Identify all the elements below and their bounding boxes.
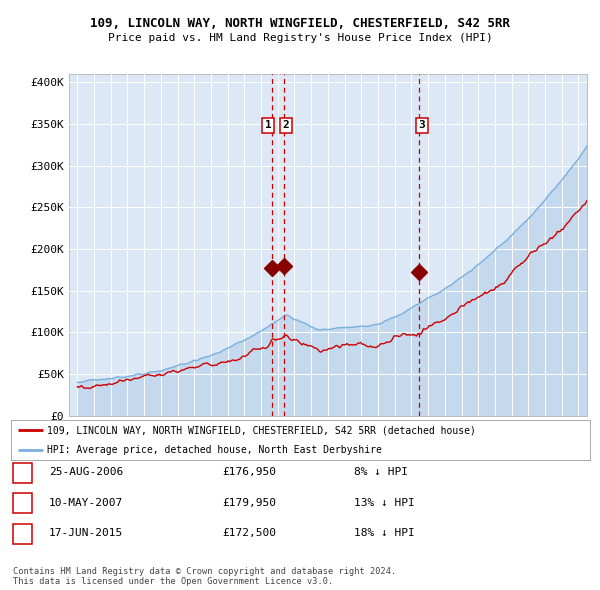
Text: 109, LINCOLN WAY, NORTH WINGFIELD, CHESTERFIELD, S42 5RR (detached house): 109, LINCOLN WAY, NORTH WINGFIELD, CHEST… xyxy=(47,425,476,435)
Text: 2: 2 xyxy=(283,120,289,130)
Text: Contains HM Land Registry data © Crown copyright and database right 2024.
This d: Contains HM Land Registry data © Crown c… xyxy=(13,567,397,586)
Text: £176,950: £176,950 xyxy=(222,467,276,477)
Text: 25-AUG-2006: 25-AUG-2006 xyxy=(49,467,124,477)
Text: £172,500: £172,500 xyxy=(222,529,276,538)
Text: HPI: Average price, detached house, North East Derbyshire: HPI: Average price, detached house, Nort… xyxy=(47,445,382,455)
Text: 1: 1 xyxy=(265,120,272,130)
Text: 3: 3 xyxy=(419,120,425,130)
Text: 8% ↓ HPI: 8% ↓ HPI xyxy=(354,467,408,477)
Text: 1: 1 xyxy=(19,467,26,477)
Text: 17-JUN-2015: 17-JUN-2015 xyxy=(49,529,124,538)
Text: 13% ↓ HPI: 13% ↓ HPI xyxy=(354,498,415,507)
Text: 10-MAY-2007: 10-MAY-2007 xyxy=(49,498,124,507)
Text: Price paid vs. HM Land Registry's House Price Index (HPI): Price paid vs. HM Land Registry's House … xyxy=(107,34,493,43)
Text: 2: 2 xyxy=(19,498,26,507)
Text: 3: 3 xyxy=(19,529,26,538)
Text: 109, LINCOLN WAY, NORTH WINGFIELD, CHESTERFIELD, S42 5RR: 109, LINCOLN WAY, NORTH WINGFIELD, CHEST… xyxy=(90,17,510,30)
Text: 18% ↓ HPI: 18% ↓ HPI xyxy=(354,529,415,538)
Text: £179,950: £179,950 xyxy=(222,498,276,507)
